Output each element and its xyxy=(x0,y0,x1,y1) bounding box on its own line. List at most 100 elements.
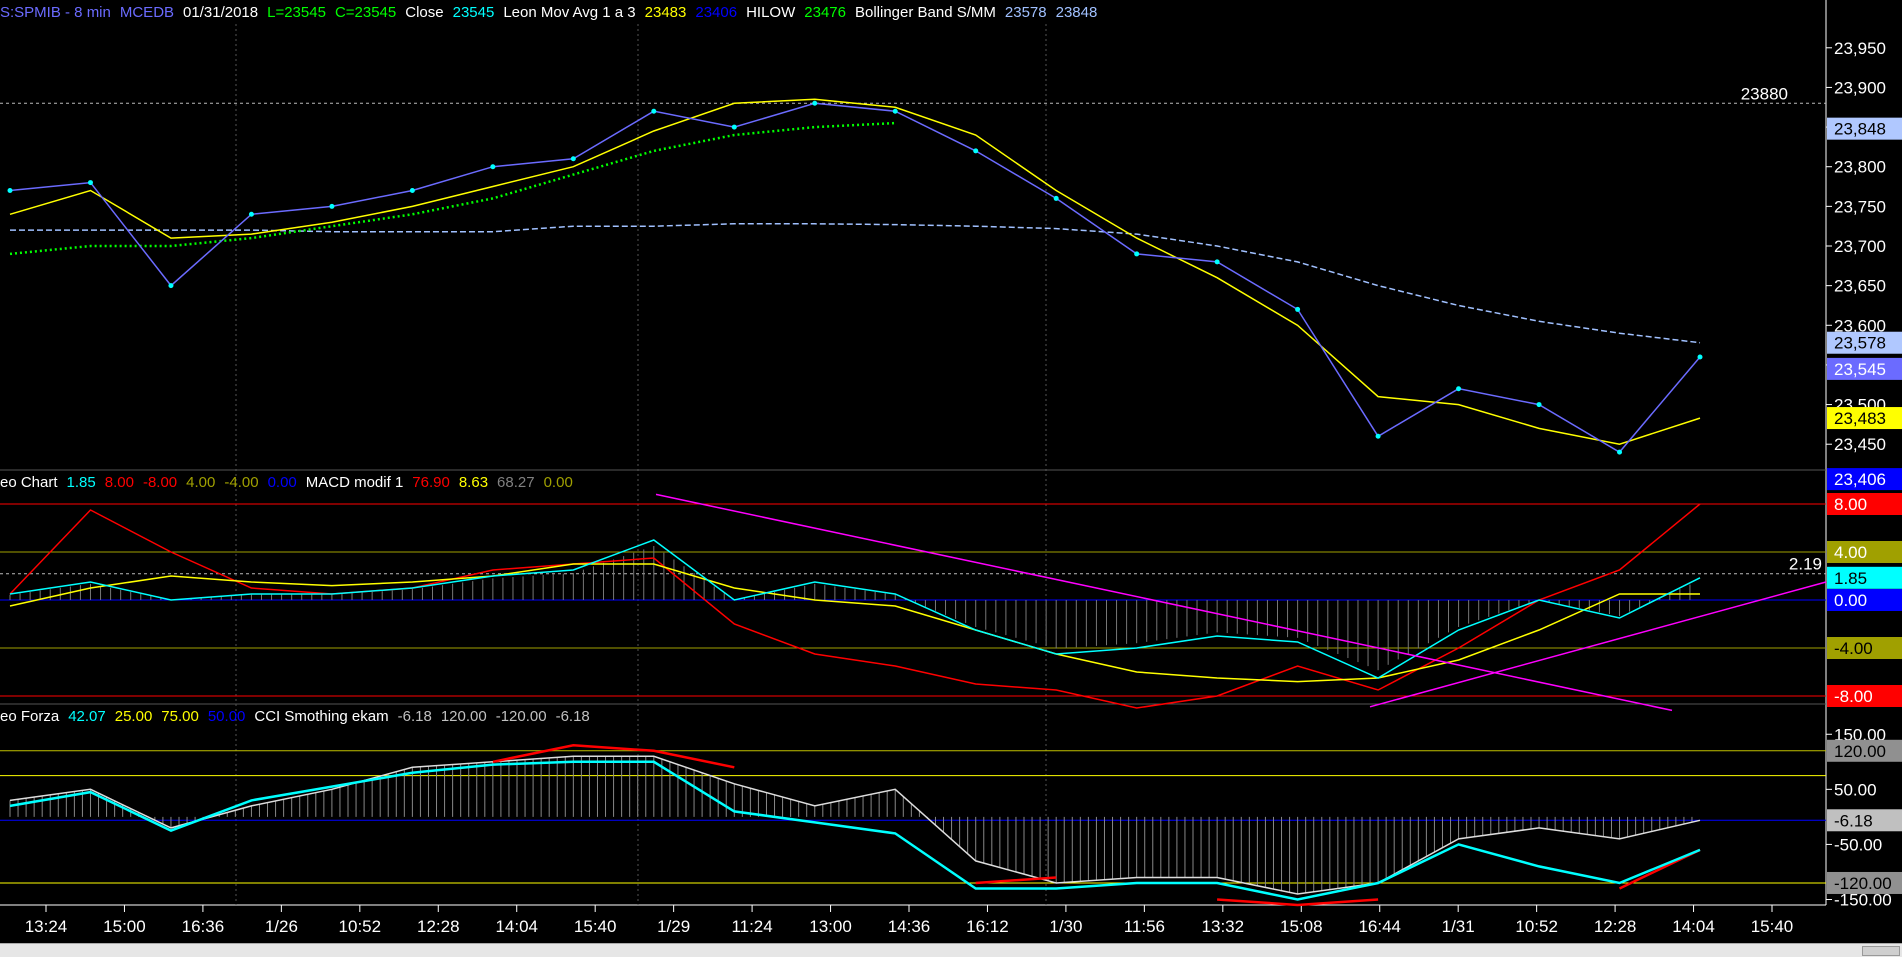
scrollbar-thumb[interactable] xyxy=(1862,946,1900,956)
x-tick-label: 12:28 xyxy=(417,917,460,936)
x-tick-label: 15:08 xyxy=(1280,917,1323,936)
value-box-label: 23,545 xyxy=(1834,360,1886,379)
macd-legend-item: 0.00 xyxy=(267,474,297,491)
leon-mov-avg-series-line xyxy=(9,98,1701,445)
macd-cyan-series-line xyxy=(9,539,1701,679)
value-box xyxy=(1827,407,1902,430)
x-tick-label: 1/29 xyxy=(657,917,690,936)
x-tick-label: 15:40 xyxy=(1751,917,1794,936)
macd-legend-item: eo Chart xyxy=(0,474,58,491)
price-legend-item: Close xyxy=(405,4,444,21)
cci-legend-item: eo Forza xyxy=(0,708,60,725)
value-box xyxy=(1827,637,1902,659)
value-box xyxy=(1827,739,1902,762)
value-box-label: 23,848 xyxy=(1834,120,1886,139)
macd-legend-item: 76.90 xyxy=(412,474,450,491)
macd-legend-item: 8.63 xyxy=(458,474,489,491)
cci-legend-item: -6.18 xyxy=(397,708,432,725)
y-tick-label: -150.00 xyxy=(1834,890,1892,909)
y-tick-label: 23,600 xyxy=(1834,316,1886,335)
macd-legend-item: 0.00 xyxy=(543,474,573,491)
price-legend-item: S:SPMIB - 8 min xyxy=(0,4,111,21)
cci-panel-legend: eo Forza 42.07 25.00 75.00 50.00 CCI Smothing… xyxy=(0,707,599,727)
price-legend-item: 23406 xyxy=(695,4,738,21)
close-data-point xyxy=(1617,449,1623,455)
value-box-label: -120.00 xyxy=(1834,874,1892,893)
y-tick-label: 50.00 xyxy=(1834,780,1877,799)
hilow-series-line xyxy=(10,123,1700,424)
y-tick-label: 23,450 xyxy=(1834,435,1886,454)
close-data-point xyxy=(731,124,737,130)
value-box xyxy=(1827,685,1902,707)
macd-legend-item: 8.00 xyxy=(104,474,134,491)
x-tick-label: 12:28 xyxy=(1594,917,1637,936)
cci-legend-item: 120.00 xyxy=(440,708,487,725)
close-data-point xyxy=(570,156,576,162)
value-box xyxy=(1827,331,1902,354)
y-tick-label: 23,700 xyxy=(1834,237,1886,256)
x-tick-label: 13:32 xyxy=(1202,917,1245,936)
x-tick-label: 16:44 xyxy=(1358,917,1401,936)
cci-red-series-line xyxy=(492,744,1701,907)
value-box xyxy=(1827,589,1902,611)
macd-panel-legend: eo Chart 1.85 8.00 -8.00 4.00 -4.00 0.00 MACD m… xyxy=(0,473,582,493)
value-box-label: -6.18 xyxy=(1834,811,1873,830)
price-legend-item: 23476 xyxy=(804,4,846,21)
value-box-label: 8.00 xyxy=(1834,495,1867,514)
x-tick-label: 1/26 xyxy=(265,917,298,936)
close-data-point xyxy=(812,100,818,106)
close-data-point xyxy=(329,203,335,209)
macd-legend-item: 1.85 xyxy=(66,474,96,491)
price-legend-item: 23545 xyxy=(452,4,495,21)
value-box xyxy=(1827,566,1902,589)
price-legend-item: L=23545 xyxy=(267,4,326,21)
close-data-point xyxy=(1456,386,1462,392)
price-legend-item: 01/31/2018 xyxy=(183,4,259,21)
value-box-label: 23,406 xyxy=(1834,470,1886,489)
price-panel-legend: S:SPMIB - 8 min MCEDB 01/31/2018 L=23545 C=2… xyxy=(0,3,1106,23)
close-data-point xyxy=(1295,306,1301,312)
value-box-label: 4.00 xyxy=(1834,543,1867,562)
close-data-point xyxy=(973,148,979,154)
x-tick-label: 1/31 xyxy=(1442,917,1475,936)
x-tick-label: 14:36 xyxy=(888,917,931,936)
cci-legend-item: 75.00 xyxy=(161,708,199,725)
reference-line-label: 23880 xyxy=(1741,84,1788,103)
x-tick-label: 14:04 xyxy=(495,917,538,936)
y-tick-label: -50.00 xyxy=(1834,835,1882,854)
trendline xyxy=(655,493,1673,712)
macd-legend-item: -8.00 xyxy=(142,474,178,491)
price-legend-item: HILOW xyxy=(746,4,796,21)
price-legend-item: 23483 xyxy=(644,4,687,21)
price-legend-item: 23848 xyxy=(1055,4,1098,21)
macd-legend-item: 68.27 xyxy=(497,474,535,491)
y-tick-label: 150.00 xyxy=(1834,725,1886,744)
price-legend-item: 23578 xyxy=(1004,4,1047,21)
price-legend-item: MCEDB xyxy=(119,4,175,21)
cci-legend-item: -120.00 xyxy=(495,708,547,725)
x-tick-label: 13:24 xyxy=(25,917,68,936)
y-tick-label: 23,800 xyxy=(1834,158,1886,177)
cci-grey-series-line xyxy=(9,755,1701,895)
value-box xyxy=(1827,357,1902,380)
y-tick-label: 23,950 xyxy=(1834,39,1886,58)
macd-legend-item: -4.00 xyxy=(224,474,259,491)
close-data-point xyxy=(409,188,415,193)
close-data-point xyxy=(892,108,898,114)
macd-red-series-line xyxy=(9,503,1701,709)
close-data-point xyxy=(490,164,496,170)
close-data-point xyxy=(1697,354,1703,360)
x-tick-label: 14:04 xyxy=(1672,917,1715,936)
x-tick-label: 16:36 xyxy=(182,917,225,936)
close-data-point xyxy=(651,108,657,114)
close-data-point xyxy=(1536,402,1542,408)
horizontal-scrollbar[interactable] xyxy=(0,943,1902,957)
close-data-point xyxy=(1053,195,1059,201)
value-box xyxy=(1827,809,1902,832)
reference-line-label: 2.19 xyxy=(1789,555,1822,574)
x-tick-label: 10:52 xyxy=(1515,917,1558,936)
value-box-label: 23,578 xyxy=(1834,334,1886,353)
value-box-label: 0.00 xyxy=(1834,591,1867,610)
value-box-label: 120.00 xyxy=(1834,742,1886,761)
